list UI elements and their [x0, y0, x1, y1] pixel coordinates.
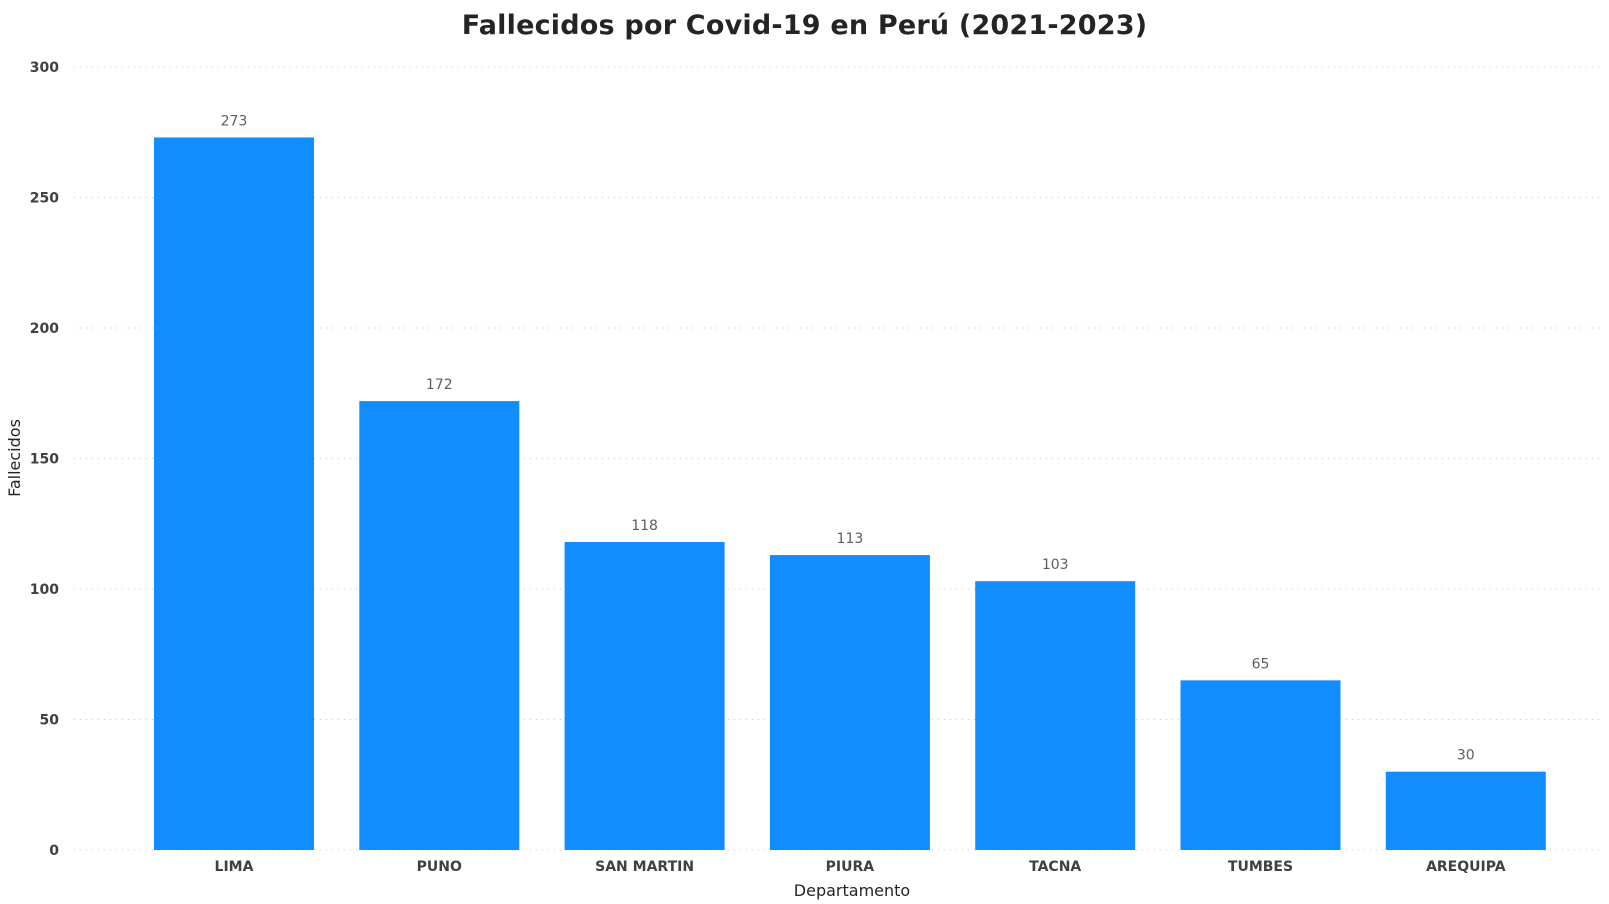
x-tick-label: PIURA — [826, 859, 875, 875]
bar-tumbes[interactable] — [1180, 680, 1341, 850]
bars — [154, 137, 1546, 851]
y-axis-ticks: 0 50 100 150 200 250 300 — [30, 60, 59, 859]
y-tick-label: 300 — [30, 60, 59, 76]
data-labels: 273 172 118 113 103 65 30 — [221, 113, 1475, 763]
y-tick-label: 0 — [49, 843, 59, 859]
y-tick-label: 150 — [30, 452, 59, 468]
y-tick-label: 50 — [40, 713, 60, 729]
x-tick-label: TUMBES — [1228, 859, 1293, 875]
y-axis-title: Fallecidos — [5, 419, 24, 497]
chart-title: Fallecidos por Covid-19 en Perú (2021-20… — [461, 10, 1148, 41]
x-tick-label: SAN MARTIN — [595, 859, 694, 875]
data-label: 172 — [426, 377, 453, 393]
y-tick-label: 250 — [30, 191, 59, 207]
data-label: 30 — [1457, 748, 1475, 764]
x-tick-label: AREQUIPA — [1426, 859, 1506, 875]
data-label: 273 — [221, 113, 248, 129]
y-tick-label: 200 — [30, 321, 59, 337]
data-label: 118 — [631, 518, 658, 534]
bar-puno[interactable] — [359, 401, 520, 850]
x-tick-label: PUNO — [417, 859, 462, 875]
bar-arequipa[interactable] — [1385, 771, 1546, 850]
bar-lima[interactable] — [154, 137, 314, 851]
bar-tacna[interactable] — [975, 581, 1136, 850]
bar-piura[interactable] — [769, 555, 930, 850]
bar-san-martin[interactable] — [564, 542, 725, 850]
y-tick-label: 100 — [30, 582, 59, 598]
data-label: 65 — [1252, 656, 1270, 672]
x-tick-label: TACNA — [1029, 859, 1081, 875]
x-tick-label: LIMA — [215, 859, 254, 875]
x-axis-title: Departamento — [794, 881, 910, 900]
x-axis-ticks: LIMA PUNO SAN MARTIN PIURA TACNA TUMBES AREQUI… — [215, 859, 1506, 875]
data-label: 103 — [1042, 557, 1069, 573]
data-label: 113 — [837, 531, 864, 547]
